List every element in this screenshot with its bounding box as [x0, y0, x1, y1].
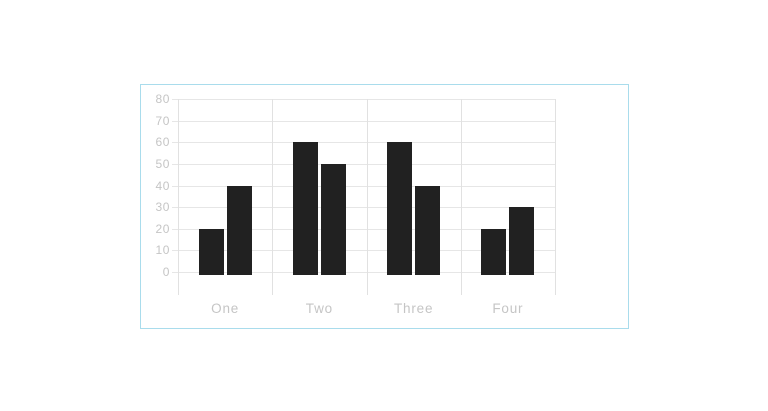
gridline-horizontal	[172, 185, 555, 187]
gridline-horizontal	[172, 142, 555, 144]
bar	[481, 228, 507, 275]
gridline-horizontal	[172, 99, 555, 100]
bar	[415, 185, 441, 275]
y-axis-tick-label: 80	[155, 92, 170, 106]
x-axis-category-label: One	[211, 301, 240, 316]
gridline-horizontal	[172, 250, 555, 252]
bar	[198, 228, 224, 275]
bar-chart-plot: 0 10 20 30 40 50 60 70 80 One Two Three Four	[141, 85, 628, 328]
x-axis-category-label: Four	[492, 301, 524, 316]
gridline-horizontal	[172, 272, 555, 273]
bar	[509, 207, 535, 275]
bar	[292, 142, 318, 275]
y-axis-tick-label: 50	[155, 156, 170, 171]
bar	[387, 142, 413, 275]
gridline-vertical	[272, 99, 274, 295]
y-axis-tick-label: 60	[155, 135, 170, 150]
bar-chart-card: 0 10 20 30 40 50 60 70 80 One Two Three Four	[140, 84, 629, 329]
x-axis-category-label: Two	[305, 301, 333, 316]
y-axis-tick-label: 20	[155, 221, 170, 236]
y-axis-tick-label: 10	[155, 243, 170, 258]
bar	[226, 185, 252, 275]
bar	[320, 163, 346, 275]
gridline-horizontal	[172, 207, 555, 209]
gridline-horizontal	[172, 163, 555, 165]
gridline-horizontal	[172, 120, 555, 122]
gridline-horizontal	[172, 228, 555, 230]
y-axis-tick-label: 30	[155, 200, 170, 215]
gridline-vertical	[366, 99, 368, 295]
gridline-vertical	[555, 99, 556, 295]
y-axis-tick-label: 40	[155, 178, 170, 193]
gridline-vertical	[460, 99, 462, 295]
y-axis-line	[178, 99, 179, 295]
y-axis-tick-label: 0	[162, 265, 170, 279]
y-axis-tick-label: 70	[155, 113, 170, 128]
x-axis-category-label: Three	[393, 301, 434, 316]
